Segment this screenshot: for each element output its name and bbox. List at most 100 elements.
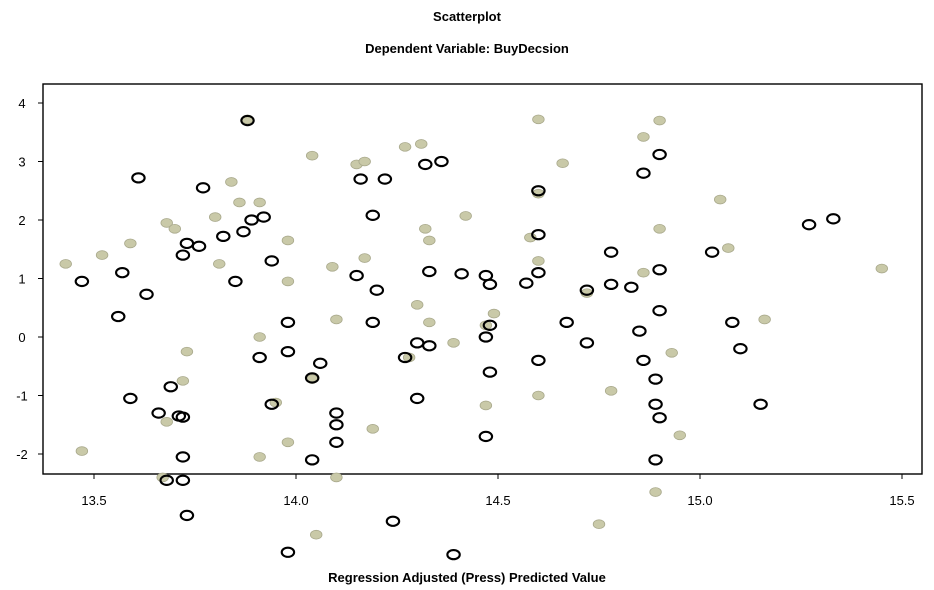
scatter-point-open xyxy=(151,407,166,419)
scatter-point-open xyxy=(409,337,425,349)
x-tick-label: 14.0 xyxy=(283,493,308,508)
scatter-point-open xyxy=(652,305,667,317)
scatter-point-filled xyxy=(253,452,266,462)
scatter-point-filled xyxy=(330,314,343,325)
scatter-point-filled xyxy=(59,259,72,269)
scatter-point-filled xyxy=(213,259,226,269)
scatter-point-filled xyxy=(281,437,295,448)
scatter-point-open xyxy=(304,372,320,384)
scatter-point-filled xyxy=(180,346,194,357)
chart-subtitle: Dependent Variable: BuyDecsion xyxy=(365,41,569,56)
scatter-point-open xyxy=(531,266,546,279)
scatter-point-filled xyxy=(637,132,650,142)
scatter-point-open xyxy=(531,354,546,367)
scatter-point-open xyxy=(636,167,651,179)
scatter-point-open xyxy=(139,288,154,300)
scatter-point-filled xyxy=(459,211,472,221)
scatter-point-filled xyxy=(95,250,109,260)
scatter-point-filled xyxy=(398,142,412,152)
scatter-point-filled xyxy=(208,212,222,222)
scatter-point-open xyxy=(110,310,126,323)
scatter-point-open xyxy=(74,275,90,288)
scatter-point-filled xyxy=(330,472,343,483)
scatter-point-open xyxy=(531,228,546,241)
y-tick-label: -1 xyxy=(16,389,28,404)
scatter-point-open xyxy=(353,173,368,185)
scatter-point-filled xyxy=(281,235,295,246)
scatter-point-filled xyxy=(637,267,650,278)
scatter-point-open xyxy=(280,345,296,358)
scatter-point-filled xyxy=(160,218,173,228)
scatter-point-open xyxy=(648,373,663,385)
scatter-point-filled xyxy=(423,317,436,328)
scatter-point-open xyxy=(482,319,498,331)
scatter-point-open xyxy=(652,412,667,424)
scatter-point-open xyxy=(478,430,494,443)
scatter-point-filled xyxy=(653,223,666,234)
scatter-point-open xyxy=(159,474,174,486)
scatter-point-open xyxy=(377,173,393,185)
scatter-point-open xyxy=(304,454,320,466)
scatter-point-filled xyxy=(532,114,545,125)
scatter-point-filled xyxy=(253,197,266,208)
scatter-point-open xyxy=(482,278,498,290)
scatter-point-open xyxy=(753,398,768,410)
scatter-point-open xyxy=(652,148,667,161)
scatter-point-open xyxy=(252,351,267,364)
scatter-point-open xyxy=(559,316,574,329)
scatter-point-filled xyxy=(758,314,771,325)
scatter-point-open xyxy=(385,515,401,527)
scatter-point-open xyxy=(228,275,243,288)
scatter-point-open xyxy=(329,436,344,448)
scatter-point-open xyxy=(312,357,328,369)
scatter-point-filled xyxy=(423,235,436,246)
scatter-point-open xyxy=(244,214,259,226)
scatter-point-open xyxy=(179,237,195,250)
scatter-point-filled xyxy=(358,253,371,263)
scatter-point-filled xyxy=(75,446,89,456)
scatter-point-filled xyxy=(366,424,379,434)
scatter-point-open xyxy=(191,240,207,252)
y-tick-label: 1 xyxy=(18,272,25,287)
x-tick-label: 15.0 xyxy=(687,493,712,508)
scatter-point-open xyxy=(579,284,595,296)
scatter-point-open xyxy=(826,213,841,225)
scatter-point-filled xyxy=(168,223,182,234)
scatter-point-filled xyxy=(124,238,137,249)
scatter-point-open xyxy=(256,211,271,223)
scatter-point-filled xyxy=(310,529,323,540)
scatter-point-open xyxy=(733,343,748,355)
scatter-point-filled xyxy=(160,417,173,427)
scatter-point-filled xyxy=(253,332,266,342)
y-tick-label: 2 xyxy=(18,213,25,228)
scatter-point-open xyxy=(422,340,437,352)
scatter-point-open xyxy=(531,185,546,197)
scatter-point-filled xyxy=(653,115,666,126)
scatter-point-open xyxy=(216,230,231,243)
scatter-point-open xyxy=(652,264,667,276)
scatter-point-open xyxy=(624,281,639,293)
scatter-point-open xyxy=(603,246,619,258)
scatter-point-filled xyxy=(176,376,190,386)
scatter-point-open xyxy=(478,331,494,343)
chart-title: Scatterplot xyxy=(433,9,501,24)
scatter-point-filled xyxy=(722,243,735,253)
scatter-point-filled xyxy=(487,308,501,319)
scatter-point-open xyxy=(418,158,433,171)
scatter-point-open xyxy=(280,546,296,558)
scatter-point-open xyxy=(240,114,255,127)
scatter-point-open xyxy=(365,316,381,329)
scatter-point-filled xyxy=(358,156,371,167)
scatter-point-open xyxy=(725,316,740,329)
scatter-point-filled xyxy=(419,223,432,234)
scatter-point-filled xyxy=(532,390,545,401)
y-tick-label: 3 xyxy=(18,155,25,170)
scatter-point-open xyxy=(704,246,720,258)
scatter-point-filled xyxy=(875,263,889,274)
scatter-point-open xyxy=(365,209,381,221)
scatter-point-open xyxy=(195,182,211,194)
y-tick-label: 4 xyxy=(18,96,25,111)
scatter-point-open xyxy=(482,366,498,378)
scatter-point-open xyxy=(446,548,461,561)
